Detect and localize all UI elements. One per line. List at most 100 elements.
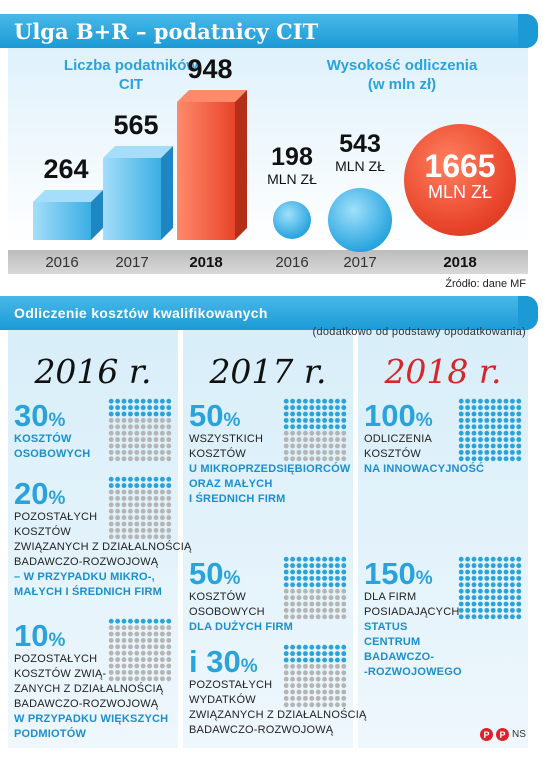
dot (134, 644, 140, 650)
percent-value: 150% (364, 556, 433, 592)
dot (121, 424, 127, 430)
dot (283, 689, 289, 695)
dot (108, 631, 114, 637)
dot (315, 443, 321, 449)
dot (315, 702, 321, 708)
dot (328, 683, 334, 689)
dot (127, 437, 133, 443)
dot (147, 443, 153, 449)
dot (509, 569, 515, 575)
dot (465, 424, 471, 430)
dot (134, 637, 140, 643)
dot (147, 508, 153, 514)
dot (115, 430, 121, 436)
dot (134, 489, 140, 495)
dot (147, 502, 153, 508)
dot (127, 489, 133, 495)
column-year: 2017 r. (209, 352, 327, 391)
dot (315, 582, 321, 588)
dot (147, 456, 153, 462)
dot (302, 644, 308, 650)
dot (115, 405, 121, 411)
dot (322, 670, 328, 676)
dot (127, 515, 133, 521)
dot (315, 670, 321, 676)
percent-value: 10% (14, 618, 65, 654)
dot (334, 588, 340, 594)
dot (309, 683, 315, 689)
column-year: 2016 r. (34, 352, 152, 391)
dot (309, 437, 315, 443)
dot (283, 644, 289, 650)
dot (341, 569, 347, 575)
dot (341, 644, 347, 650)
dot (334, 651, 340, 657)
dot (147, 398, 153, 404)
dot (127, 502, 133, 508)
description-line: POZOSTAŁYCH (189, 679, 273, 691)
percent-dot-grid (108, 476, 172, 540)
description-line: ORAZ MAŁYCH (189, 478, 273, 490)
dot (166, 657, 172, 663)
dot (322, 607, 328, 613)
dot (471, 405, 477, 411)
dot (283, 588, 289, 594)
dot (315, 595, 321, 601)
dot (147, 411, 153, 417)
dot (121, 625, 127, 631)
dot (458, 563, 464, 569)
dot (465, 556, 471, 562)
dot (296, 449, 302, 455)
dot (322, 437, 328, 443)
bubble-2018 (404, 124, 516, 236)
dot (484, 588, 490, 594)
dot (127, 417, 133, 423)
percent-description: POZOSTAŁYCH KOSZTÓW ZWIĄZANYCH Z DZIAŁALNO… (14, 510, 192, 600)
dot (166, 637, 172, 643)
dot (296, 651, 302, 657)
dot (127, 398, 133, 404)
dot (290, 601, 296, 607)
dot (302, 456, 308, 462)
dot (283, 424, 289, 430)
dot (302, 417, 308, 423)
dot (477, 437, 483, 443)
dot (322, 588, 328, 594)
dot (471, 430, 477, 436)
dot (477, 607, 483, 613)
bubble-value-label: 1665 MLN ZŁ (400, 150, 520, 203)
dot (283, 430, 289, 436)
dot (458, 556, 464, 562)
dot (290, 569, 296, 575)
dot (328, 430, 334, 436)
dot (159, 456, 165, 462)
dot (315, 449, 321, 455)
dot (309, 588, 315, 594)
dot (341, 424, 347, 430)
dot (296, 563, 302, 569)
dot (290, 556, 296, 562)
dot (108, 483, 114, 489)
dot (302, 683, 308, 689)
dot (497, 443, 503, 449)
dot (140, 625, 146, 631)
dot (147, 650, 153, 656)
dot (296, 398, 302, 404)
dot (115, 515, 121, 521)
dot (322, 582, 328, 588)
dot (471, 575, 477, 581)
dot (309, 449, 315, 455)
dot (108, 637, 114, 643)
dot (140, 515, 146, 521)
percent-dot-grid (458, 556, 522, 620)
dot (283, 556, 289, 562)
dot (166, 398, 172, 404)
dot (153, 456, 159, 462)
bubble-year-label: 2016 (275, 254, 309, 271)
dot (484, 556, 490, 562)
dot (328, 595, 334, 601)
dot (296, 411, 302, 417)
dot (484, 405, 490, 411)
dot (296, 575, 302, 581)
dot (322, 663, 328, 669)
